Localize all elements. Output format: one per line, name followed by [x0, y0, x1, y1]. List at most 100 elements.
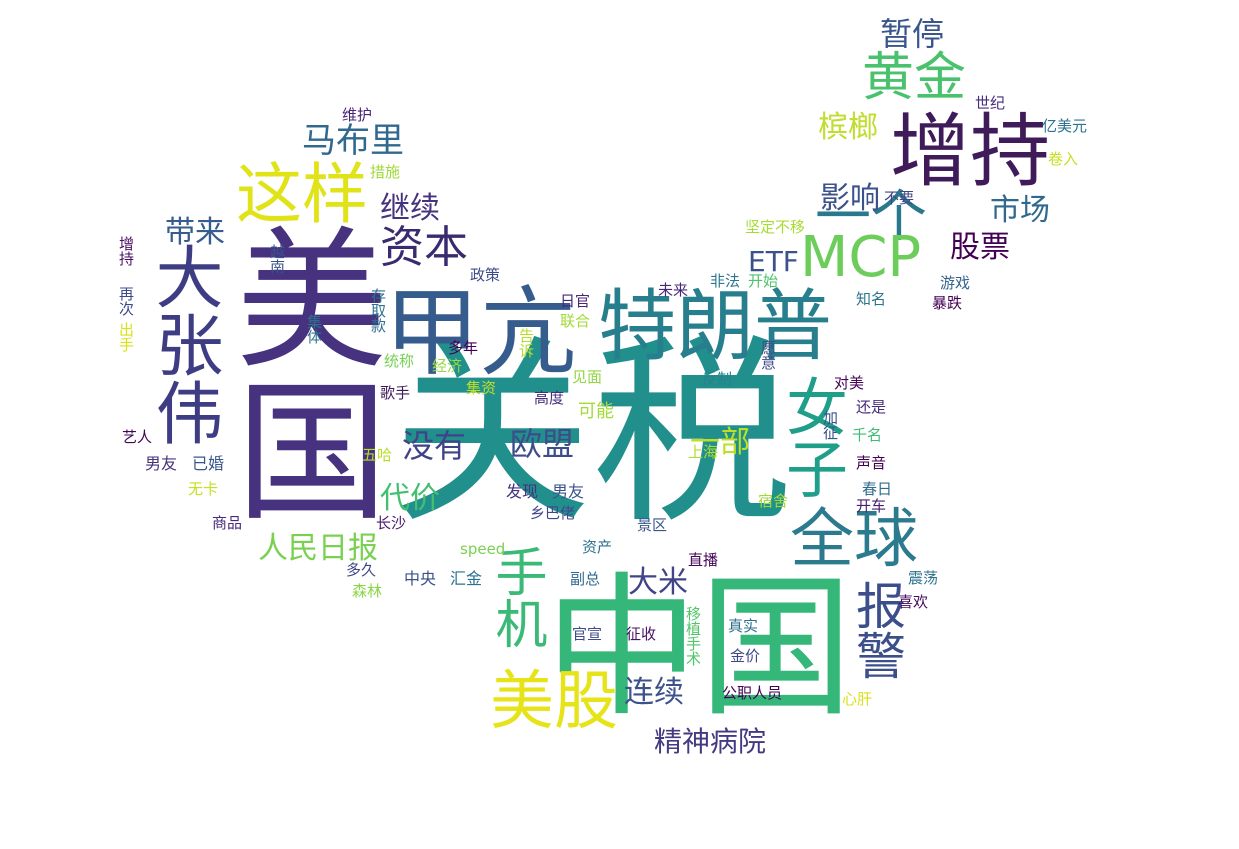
- word: 开始: [748, 272, 779, 290]
- word: 千名: [852, 426, 883, 444]
- word: 美股: [490, 665, 618, 739]
- word: 代价: [380, 481, 440, 516]
- word: 森林: [352, 582, 383, 600]
- word: 大张伟: [143, 242, 222, 446]
- word: 告诉: [517, 328, 535, 358]
- word: speed: [460, 540, 506, 558]
- word: 连续: [624, 675, 684, 710]
- word: 日官: [560, 292, 591, 310]
- word: 继续: [380, 191, 440, 226]
- word: 征收: [626, 625, 657, 643]
- word: 带来: [165, 215, 225, 250]
- word: 坚定不移: [745, 218, 806, 236]
- word: 政策: [470, 266, 501, 284]
- word: 加征: [821, 410, 839, 440]
- word: 增持: [890, 105, 1050, 198]
- word: 无卡: [188, 480, 219, 498]
- word: 一个: [815, 185, 927, 250]
- word: 官宣: [572, 625, 603, 643]
- word: 甲亢: [384, 277, 576, 389]
- word: 歌手: [380, 384, 411, 402]
- word: 亿美元: [1042, 117, 1088, 135]
- word: 资本: [380, 222, 468, 273]
- word: 市场: [990, 193, 1050, 228]
- word: 资产: [582, 538, 613, 556]
- word: 对美: [834, 374, 865, 392]
- word: 景区: [637, 516, 668, 534]
- word: 出手: [117, 322, 135, 352]
- word: 高度: [534, 389, 565, 407]
- word: 报警: [848, 580, 906, 680]
- word: 汇金: [450, 569, 483, 588]
- word: 春日: [862, 480, 893, 498]
- word: 心肝: [842, 690, 873, 708]
- word: 移植手术: [684, 606, 702, 666]
- word: 越南: [268, 244, 286, 274]
- word: 措施: [370, 163, 401, 181]
- word: MCP: [800, 225, 922, 290]
- word: 全球: [790, 503, 918, 577]
- word: 游戏: [940, 274, 971, 292]
- word: 股票: [950, 230, 1010, 265]
- word: 槟榔: [818, 110, 878, 145]
- word: 已婚: [192, 454, 225, 473]
- word: 特朗普: [598, 282, 833, 372]
- word: 中国: [545, 559, 854, 738]
- word: 非法: [710, 272, 741, 290]
- word: 暴跌: [932, 294, 963, 312]
- word: 声音: [856, 454, 887, 472]
- word: 美国: [210, 220, 387, 524]
- word: 愿意: [759, 340, 777, 370]
- word: 黄金: [862, 48, 967, 108]
- word: 可能: [578, 401, 614, 422]
- word: 统称: [384, 352, 415, 370]
- word: 欧盟: [510, 425, 575, 463]
- word: 维护: [342, 106, 373, 124]
- word: 增持: [117, 236, 135, 266]
- word: ETF: [748, 245, 799, 278]
- word: 这样: [236, 156, 368, 233]
- word: 公职人员: [722, 684, 783, 702]
- word: 手机: [486, 545, 546, 649]
- word: 还是: [856, 398, 887, 416]
- word: 发现: [506, 482, 539, 501]
- word: 再次: [117, 286, 135, 316]
- word: 喜欢: [898, 593, 929, 611]
- word: 长沙: [376, 514, 407, 532]
- word: 商品: [212, 514, 243, 532]
- word: 暂停: [880, 15, 945, 53]
- word: 男友: [552, 482, 585, 501]
- word: 一部: [690, 425, 750, 460]
- word: 集资: [466, 379, 497, 397]
- word: 乡巴佬: [530, 504, 576, 522]
- word: 世纪: [975, 94, 1006, 112]
- word: 没有: [402, 427, 467, 465]
- word: 经济: [432, 357, 463, 375]
- word: 男友: [145, 454, 178, 473]
- word: 宿舍: [758, 492, 789, 510]
- word: 多年: [448, 339, 479, 357]
- word: 反制: [702, 370, 733, 388]
- word: 直播: [688, 551, 719, 569]
- word: 女子: [775, 375, 848, 499]
- word: 人民日报: [258, 531, 378, 566]
- word: 未来: [658, 281, 689, 299]
- word: 存取款: [369, 288, 387, 333]
- word: 五哈: [362, 446, 393, 464]
- word: 集体: [305, 314, 323, 344]
- word: 见面: [572, 368, 603, 386]
- word: 真实: [728, 617, 759, 635]
- word: 不要: [884, 189, 915, 207]
- word: 震荡: [908, 569, 939, 587]
- word: 精神病院: [654, 725, 767, 758]
- word: 多久: [346, 561, 377, 579]
- word: 影响: [820, 181, 880, 216]
- word: 知名: [856, 290, 887, 308]
- word: 关税: [392, 318, 793, 551]
- word: 联合: [560, 312, 591, 330]
- word: 马布里: [302, 121, 404, 161]
- word: 副总: [570, 570, 601, 588]
- word: 艺人: [122, 428, 153, 446]
- word: 上海: [688, 443, 719, 461]
